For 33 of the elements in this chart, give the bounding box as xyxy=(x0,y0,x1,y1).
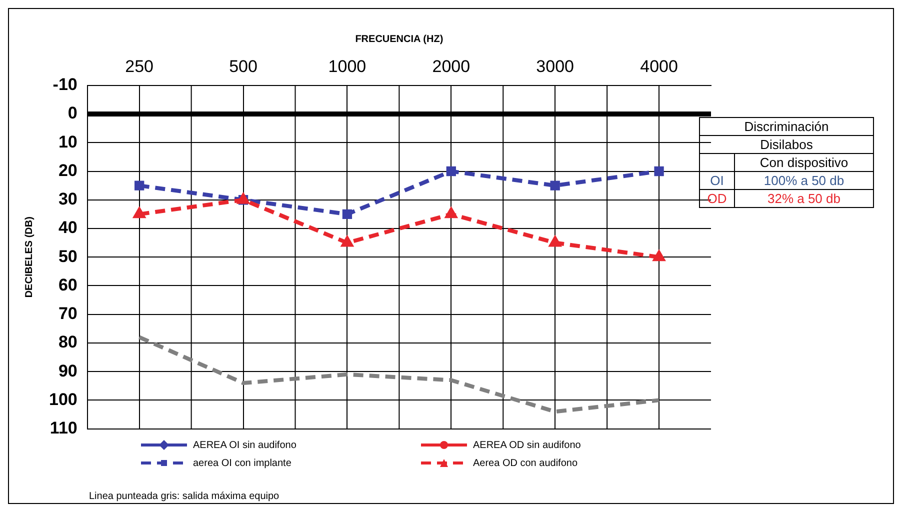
y-axis-title: DECIBELES (DB) xyxy=(24,216,35,298)
y-tick-label: 70 xyxy=(58,304,78,324)
y-tick-label: 40 xyxy=(58,218,78,238)
x-axis-title: FRECUENCIA (HZ) xyxy=(355,34,444,45)
x-tick-label: 250 xyxy=(125,56,154,76)
y-tick-label: 100 xyxy=(48,390,78,409)
legend-label: aerea OI con implante xyxy=(193,458,292,468)
text: Discriminación xyxy=(744,119,829,134)
text: 100% a 50 db xyxy=(764,173,844,188)
legend-label: Aerea OD con audifono xyxy=(473,458,578,468)
text: Linea punteada gris: salida máxima equipo xyxy=(89,491,280,502)
text: Con dispositivo xyxy=(760,155,848,170)
y-tick-label: 20 xyxy=(58,160,78,180)
x-tick-label: 3000 xyxy=(536,56,574,76)
x-tick-label: 4000 xyxy=(640,56,678,76)
y-tick-label: 60 xyxy=(58,275,78,294)
y-tick-label: 80 xyxy=(58,332,78,352)
annotation: OI xyxy=(700,172,734,190)
y-tick-label: 90 xyxy=(58,361,78,380)
annotation: OD xyxy=(700,190,734,208)
text: 32% a 50 db xyxy=(767,191,840,206)
y-tick-label: 0 xyxy=(68,104,78,123)
y-tick-label: 30 xyxy=(58,190,78,209)
text: Disilabos xyxy=(760,137,813,152)
legend-label: AEREA OI sin audifono xyxy=(193,440,296,450)
legend-label: AEREA OD sin audifono xyxy=(473,440,581,450)
x-tick-label: 2000 xyxy=(432,56,470,76)
x-tick-label: 500 xyxy=(229,56,258,76)
x-tick-label: 1000 xyxy=(328,56,366,76)
y-tick-label: 50 xyxy=(58,246,78,266)
y-tick-label: 110 xyxy=(50,418,78,438)
y-tick-label: -10 xyxy=(52,75,78,94)
y-tick-label: 10 xyxy=(58,132,78,152)
